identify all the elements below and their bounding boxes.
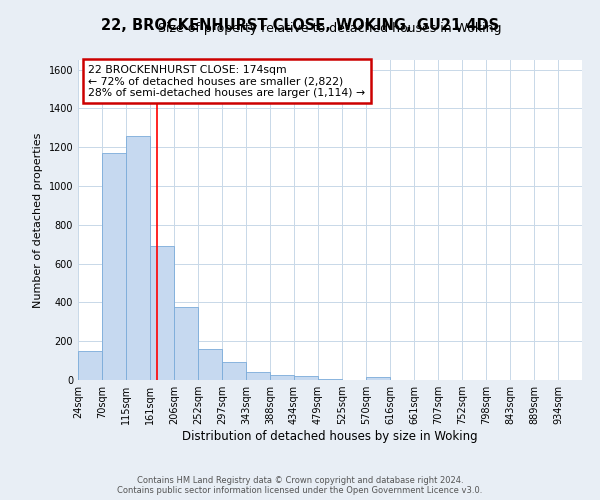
Y-axis label: Number of detached properties: Number of detached properties xyxy=(33,132,43,308)
Text: 22, BROCKENHURST CLOSE, WOKING, GU21 4DS: 22, BROCKENHURST CLOSE, WOKING, GU21 4DS xyxy=(101,18,499,32)
Bar xyxy=(318,379,342,380)
Bar xyxy=(174,308,198,380)
Bar xyxy=(222,362,246,380)
Bar xyxy=(150,246,174,380)
Bar xyxy=(270,375,294,380)
Bar xyxy=(366,376,390,380)
Title: Size of property relative to detached houses in Woking: Size of property relative to detached ho… xyxy=(158,22,502,35)
X-axis label: Distribution of detached houses by size in Woking: Distribution of detached houses by size … xyxy=(182,430,478,443)
Bar xyxy=(198,349,222,380)
Bar xyxy=(126,136,150,380)
Text: 22 BROCKENHURST CLOSE: 174sqm
← 72% of detached houses are smaller (2,822)
28% o: 22 BROCKENHURST CLOSE: 174sqm ← 72% of d… xyxy=(88,65,365,98)
Bar xyxy=(246,372,270,380)
Bar xyxy=(294,376,318,380)
Bar xyxy=(78,352,102,380)
Bar xyxy=(102,153,126,380)
Text: Contains HM Land Registry data © Crown copyright and database right 2024.
Contai: Contains HM Land Registry data © Crown c… xyxy=(118,476,482,495)
